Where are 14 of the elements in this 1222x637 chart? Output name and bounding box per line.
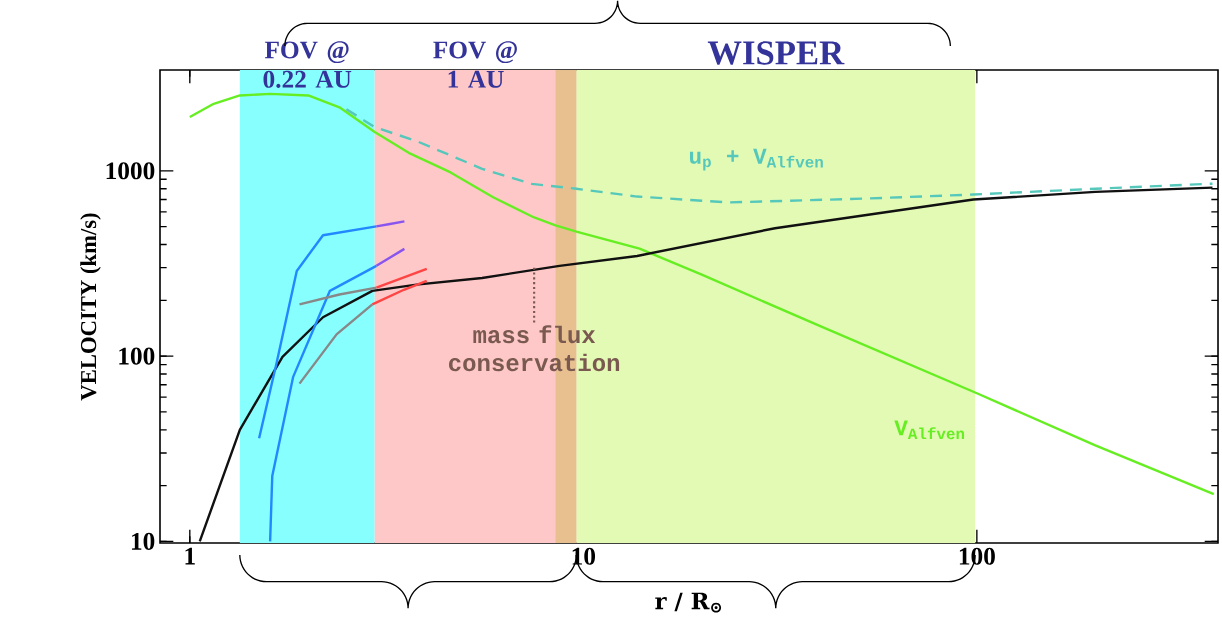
band-label: FOV @ 1 AU: [433, 41, 517, 88]
series-label: u$_{p}$ + V$_{Alfven}$: [689, 148, 823, 171]
x-tick-label: 10: [572, 547, 596, 565]
y-tick-label: 10: [131, 532, 155, 550]
annotation: mass flux conservation: [449, 325, 620, 372]
series-label: V$_{Alfven}$: [894, 420, 965, 440]
y-tick-label: 1000: [106, 162, 155, 180]
band-label: FOV @ 0.22 AU: [263, 41, 352, 88]
y-tick-label: 100: [119, 347, 155, 365]
x-tick-label: 1: [185, 547, 195, 565]
y-axis-title: VELOCITY (km/s): [80, 213, 101, 401]
band-label: WISPER: [707, 41, 845, 65]
x-axis-title: r / R$_{⊙}$: [655, 592, 722, 613]
x-tick-label: 100: [959, 547, 995, 565]
